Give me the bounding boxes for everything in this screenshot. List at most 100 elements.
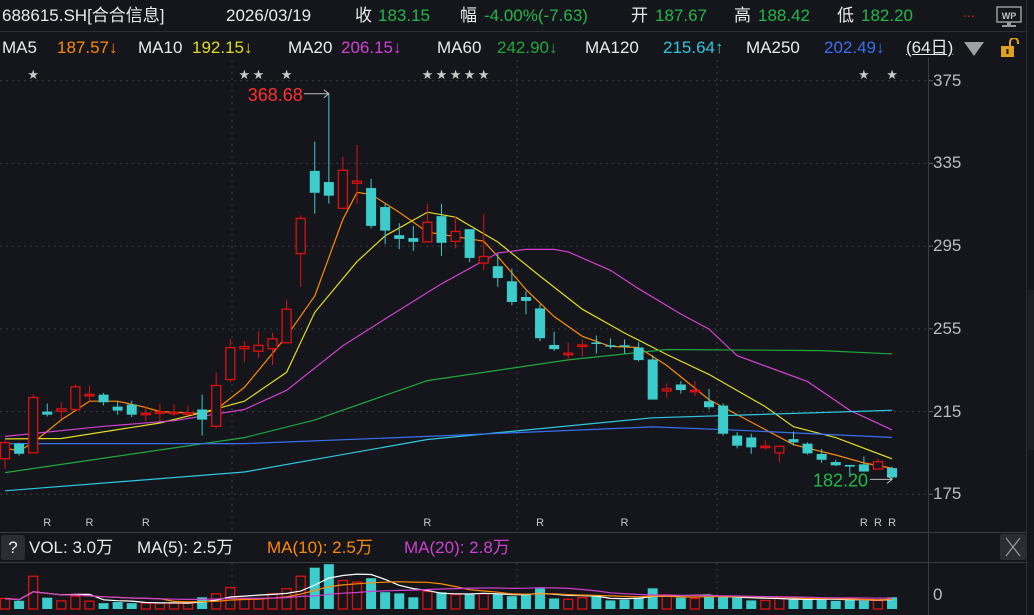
candle xyxy=(619,339,630,354)
unlock-icon[interactable] xyxy=(1000,37,1020,58)
more-button[interactable]: ... xyxy=(963,4,975,20)
wp-monitor-icon[interactable]: WP xyxy=(996,6,1022,27)
volume-bar xyxy=(619,599,630,609)
candle xyxy=(112,401,123,415)
close-volume-button[interactable] xyxy=(1000,534,1026,560)
high-label: 高 xyxy=(734,6,751,25)
candle xyxy=(380,203,391,245)
candle xyxy=(464,229,475,262)
ma-legend-value: 242.90↓ xyxy=(497,38,558,57)
candle-body xyxy=(577,344,588,348)
candle-body xyxy=(70,386,81,411)
volume-bar xyxy=(844,599,855,609)
dropdown-triangle-icon[interactable] xyxy=(964,42,984,56)
candle xyxy=(506,268,517,306)
candle xyxy=(168,404,180,417)
candle xyxy=(689,381,701,397)
volume-bar xyxy=(464,594,475,609)
price-axis-label: 335 xyxy=(933,153,962,173)
volume-bar xyxy=(633,597,644,609)
header-divider xyxy=(0,31,1026,32)
vol-value: VOL: 3.0万 xyxy=(29,538,114,557)
candle-body xyxy=(154,411,166,414)
candle xyxy=(422,203,433,243)
volume-bar xyxy=(140,602,151,610)
candle xyxy=(605,338,616,349)
candle xyxy=(704,388,714,410)
volume-bar xyxy=(70,595,81,610)
candle-body xyxy=(774,445,785,454)
panel-divider xyxy=(0,532,1026,533)
volume-bar xyxy=(436,592,447,609)
candle xyxy=(816,449,827,463)
candle xyxy=(844,464,855,477)
period-selector[interactable]: (64日) xyxy=(906,38,954,57)
candle xyxy=(802,442,813,455)
open-value: 187.67 xyxy=(655,6,707,25)
low-arrow-head xyxy=(886,475,893,484)
low-value: 182.20 xyxy=(861,6,913,25)
candle-body xyxy=(98,394,109,403)
volume-bar xyxy=(605,600,616,609)
candle xyxy=(126,400,137,418)
candle-body xyxy=(84,393,95,397)
candle xyxy=(239,341,250,363)
star-marker: ★ xyxy=(450,68,462,83)
volume-bar xyxy=(661,594,672,610)
candle-body xyxy=(732,435,743,446)
candle-body xyxy=(239,345,250,350)
close-value: 183.15 xyxy=(378,6,430,25)
volume-bar xyxy=(394,593,405,609)
star-marker: ★ xyxy=(27,68,39,83)
candle xyxy=(408,225,419,251)
candle-body xyxy=(394,235,405,239)
candle-body xyxy=(42,411,53,415)
candle xyxy=(197,394,208,436)
candle xyxy=(225,338,236,383)
volume-bar xyxy=(0,597,11,610)
volume-bar xyxy=(492,593,503,609)
close-label: 收 xyxy=(355,6,372,25)
star-marker: ★ xyxy=(858,68,870,83)
candle-body xyxy=(718,405,729,434)
candle xyxy=(351,145,363,204)
close-icon[interactable] xyxy=(1000,534,1026,560)
volume-bar xyxy=(84,600,95,610)
candle-body xyxy=(661,388,672,392)
volume-bar xyxy=(478,593,489,610)
volume-bar xyxy=(774,597,785,610)
candle-body xyxy=(450,230,461,243)
candle-body xyxy=(295,217,306,255)
candle xyxy=(591,335,602,354)
volume-bar xyxy=(704,596,714,609)
side-panel-toggle[interactable] xyxy=(1028,290,1034,450)
high-price-label: 368.68 xyxy=(248,85,303,105)
candle-body xyxy=(549,344,560,350)
candle xyxy=(732,432,743,449)
candle xyxy=(182,405,194,416)
candle-body xyxy=(844,464,855,467)
candle-body xyxy=(225,347,236,381)
volume-bar xyxy=(689,597,701,610)
candle xyxy=(140,406,151,422)
candle xyxy=(675,381,686,394)
candle-body xyxy=(563,352,574,356)
vol-ma10: MA(10): 2.5万 xyxy=(267,538,373,557)
candle-body xyxy=(323,182,334,196)
candle-body xyxy=(182,412,194,415)
open-label: 开 xyxy=(631,6,648,25)
low-label: 低 xyxy=(837,6,854,25)
r-marker: R xyxy=(621,517,629,529)
candle xyxy=(28,394,39,454)
candle-body xyxy=(351,180,363,184)
candle xyxy=(760,440,771,450)
candle xyxy=(154,403,166,422)
help-button[interactable]: ? xyxy=(1,535,25,560)
candle xyxy=(478,214,489,270)
volume-bar xyxy=(154,602,166,610)
candle xyxy=(535,304,546,342)
volume-bar xyxy=(858,600,869,609)
candle xyxy=(211,372,222,429)
candle xyxy=(42,403,53,417)
